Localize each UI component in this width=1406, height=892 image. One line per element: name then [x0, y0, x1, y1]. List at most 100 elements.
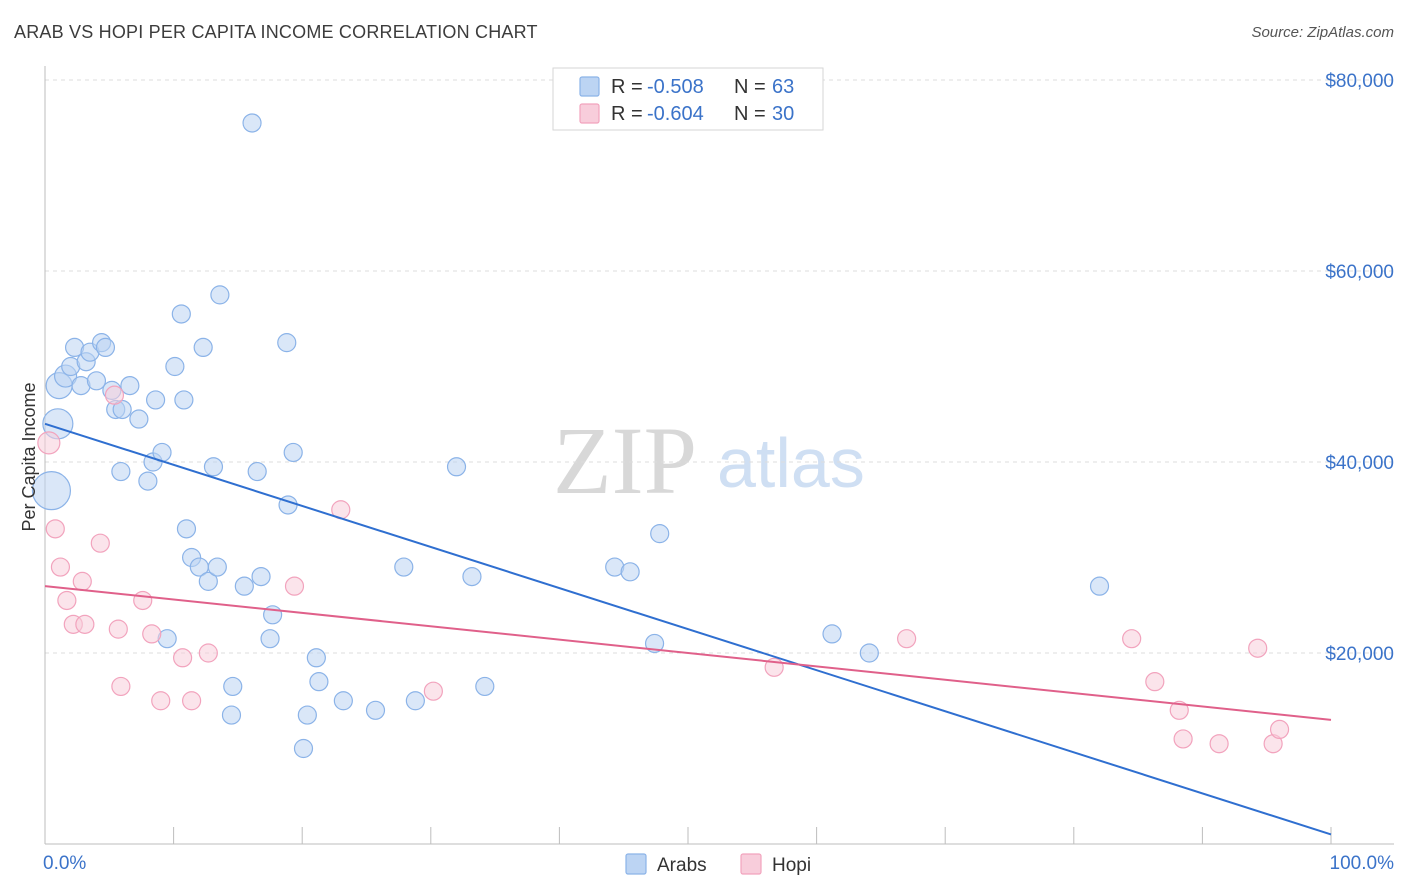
arabs-point — [165, 356, 185, 377]
arabs-point — [210, 285, 230, 305]
arabs-point — [145, 390, 166, 410]
y-axis-title: Per Capita Income — [19, 382, 39, 531]
arabs-point — [176, 519, 197, 539]
arabs-point — [129, 409, 149, 429]
arabs-point — [174, 390, 194, 410]
arabs-point — [405, 691, 425, 711]
y-tick-labels: $20,000 $40,000 $60,000 $80,000 — [1325, 71, 1394, 665]
stats-r-value-arabs: -0.508 — [647, 76, 704, 98]
y-tick-label: $40,000 — [1325, 453, 1394, 474]
hopi-point — [284, 576, 305, 596]
arabs-point — [203, 457, 224, 477]
arabs-point — [31, 471, 72, 511]
y-tick-label: $20,000 — [1325, 644, 1394, 665]
hopi-point — [1209, 734, 1229, 754]
arabs-point — [207, 557, 227, 577]
hopi-point — [142, 624, 162, 644]
hopi-point — [37, 431, 61, 455]
arabs-point — [95, 337, 116, 357]
arabs-point — [171, 304, 191, 324]
hopi-point — [1269, 719, 1290, 740]
arabs-point — [111, 461, 131, 482]
stats-n-value-hopi: 30 — [772, 103, 794, 125]
hopi-point — [151, 691, 171, 711]
hopi-point — [50, 557, 71, 577]
arabs-point — [475, 676, 495, 697]
hopi-point — [1122, 629, 1142, 649]
x-tick-label-max: 100.0% — [1330, 853, 1395, 874]
hopi-point — [90, 533, 110, 553]
arabs-point — [446, 457, 467, 477]
series-legend: Arabs Hopi — [625, 853, 811, 876]
arabs-point — [365, 700, 386, 720]
stats-r-label-arabs: R = — [611, 76, 643, 98]
arabs-point — [251, 566, 271, 587]
stats-r-label-hopi: R = — [611, 103, 643, 125]
source-credit: Source: ZipAtlas.com — [1251, 24, 1394, 41]
hopi-point — [111, 676, 131, 697]
legend-label-arabs: Arabs — [657, 855, 707, 876]
y-tick-label: $80,000 — [1325, 71, 1394, 92]
arabs-point — [283, 442, 303, 463]
arabs-point — [247, 461, 267, 482]
hopi-trend-line — [44, 585, 1332, 721]
arabs-point — [333, 691, 353, 711]
hopi-point — [198, 643, 218, 663]
stats-n-label-arabs: N = — [734, 76, 766, 98]
hopi-point — [57, 590, 77, 611]
watermark-zip: ZIP — [553, 407, 697, 514]
arabs-point — [138, 471, 158, 491]
arabs-point — [462, 566, 482, 587]
hopi-point — [75, 614, 95, 634]
arabs-point — [822, 624, 842, 644]
hopi-point — [173, 648, 193, 668]
arabs-point — [193, 337, 213, 357]
arabs-point — [221, 705, 242, 725]
arabs-point — [260, 629, 280, 649]
arabs-point — [297, 705, 317, 725]
stats-n-value-arabs: 63 — [772, 76, 794, 98]
hopi-point — [72, 571, 92, 591]
hopi-point — [423, 681, 443, 701]
arabs-point — [620, 562, 640, 582]
chart-title: ARAB VS HOPI PER CAPITA INCOME CORRELATI… — [14, 22, 538, 42]
arabs-point — [306, 648, 326, 668]
hopi-point — [133, 590, 153, 611]
hopi-point — [182, 691, 202, 711]
arabs-point — [644, 633, 665, 654]
hopi-point — [1248, 638, 1268, 658]
stats-r-value-hopi: -0.604 — [647, 103, 704, 125]
y-tick-label: $60,000 — [1325, 262, 1394, 283]
data-points — [31, 113, 1290, 759]
hopi-point — [104, 385, 125, 405]
arabs-point — [86, 371, 107, 391]
axes — [44, 66, 1394, 845]
hopi-point — [1169, 700, 1189, 720]
watermark-atlas: atlas — [717, 424, 865, 502]
arabs-point — [234, 576, 254, 596]
trend-lines — [44, 422, 1332, 836]
hopi-point — [45, 519, 65, 539]
arabs-point — [293, 738, 314, 759]
hopi-point — [108, 619, 128, 639]
hopi-point — [897, 629, 917, 649]
arabs-point — [277, 333, 297, 353]
arabs-point — [242, 113, 262, 133]
arabs-point — [1089, 576, 1110, 596]
legend-label-hopi: Hopi — [772, 855, 811, 876]
arabs-point — [120, 376, 140, 396]
legend-swatch-hopi — [740, 853, 762, 875]
arabs-point — [223, 676, 243, 697]
hopi-point — [1145, 672, 1165, 692]
arabs-trend-line — [44, 422, 1332, 836]
stats-swatch-hopi — [579, 103, 600, 124]
arabs-point — [650, 524, 670, 544]
stats-swatch-arabs — [579, 76, 600, 97]
arabs-point — [859, 643, 879, 663]
x-tick-label-min: 0.0% — [43, 853, 86, 874]
arabs-point — [394, 557, 414, 577]
gridlines — [45, 79, 1394, 654]
hopi-point — [1173, 729, 1193, 749]
stats-legend: R = -0.508 N = 63 R = -0.604 N = 30 — [552, 67, 824, 131]
